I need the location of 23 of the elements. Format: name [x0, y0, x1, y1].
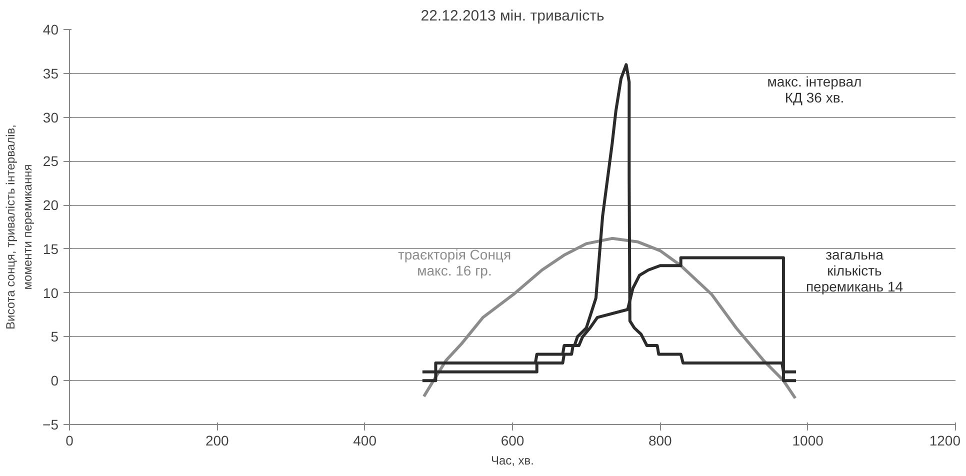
y-tick-label: 40: [42, 22, 59, 38]
y-tick-label: 10: [42, 284, 59, 301]
x-tick-label: 200: [205, 432, 230, 448]
x-axis-title: Час, хв.: [490, 454, 534, 468]
x-tick-label: 1000: [792, 432, 824, 448]
chart-title: 22.12.2013 мін. тривалість: [420, 8, 604, 24]
y-tick-label: 20: [42, 197, 59, 214]
x-tick-label: 600: [500, 432, 524, 448]
y-tick-label: −5: [42, 416, 59, 432]
y-tick-label: 35: [42, 65, 59, 82]
x-tick-label: 400: [353, 432, 377, 448]
annotation: загальна кількість перемикань 14: [806, 246, 904, 294]
annotation: макс. інтервал КД 36 хв.: [767, 74, 862, 106]
y-axis-title: Висота сонця, тривалість інтервалів, моменти перемикання: [4, 124, 35, 330]
x-tick-label: 0: [66, 432, 74, 448]
y-tick-label: 30: [42, 109, 59, 126]
x-tick-label: 1200: [929, 432, 961, 448]
annotation: траєкторія Сонця макс. 16 гр.: [398, 246, 512, 278]
y-tick-label: 5: [50, 328, 59, 345]
x-tick-label: 800: [648, 432, 672, 448]
y-tick-label: 0: [50, 372, 59, 389]
y-tick-label: 25: [42, 153, 59, 170]
y-tick-label: 15: [42, 240, 59, 257]
